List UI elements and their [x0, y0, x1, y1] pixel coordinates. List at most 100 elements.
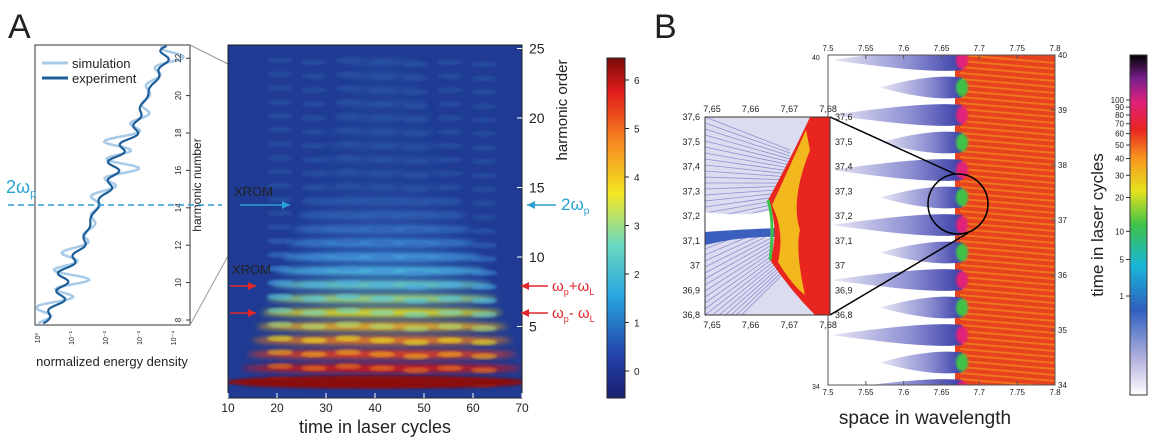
edge-spot — [956, 106, 968, 124]
annotation-part: +ω — [569, 278, 590, 295]
harmonic-blob — [437, 254, 463, 260]
inset-stripe — [705, 158, 791, 172]
harmonic-blob — [267, 154, 293, 161]
harmonic-blob — [335, 252, 361, 258]
arrow-head — [248, 282, 256, 290]
inset-stripe — [735, 263, 791, 315]
harmonic-blob — [471, 61, 497, 68]
axis-label: harmonic number — [190, 138, 204, 231]
harmonic-blob — [437, 115, 463, 121]
plasma-lobe — [832, 324, 962, 346]
field-stripe — [959, 210, 1055, 220]
harmonic-blob — [301, 309, 327, 316]
field-stripe — [959, 150, 1055, 160]
plasma-lobe — [832, 55, 962, 71]
y-tick-label: 20 — [529, 110, 545, 126]
harmonic-blob — [267, 71, 293, 78]
colorbar-tick-label: 4 — [634, 173, 640, 184]
harmonic-blob — [369, 365, 395, 372]
annotation-part: L — [590, 314, 595, 324]
marker-label: 2ωp — [6, 177, 36, 200]
y-tick-label: 37,6 — [835, 112, 853, 122]
harmonic-blob — [403, 228, 429, 235]
field-stripe — [959, 168, 1055, 178]
harmonic-blob — [369, 323, 395, 330]
harmonic-blob — [335, 335, 361, 342]
axis-label: space in wavelength — [839, 408, 1011, 429]
harmonic-blob — [301, 281, 327, 288]
harmonic-blob — [471, 353, 497, 360]
edge-spot — [957, 381, 967, 385]
colorbar-tick-label: 80 — [1115, 111, 1124, 120]
harmonic-blob — [335, 279, 361, 286]
colorbar-tick-label: 5 — [1120, 256, 1125, 265]
spectrum-curve — [42, 45, 170, 325]
y-tick-label: 39 — [1058, 106, 1067, 115]
colorbar-tick-label: 100 — [1111, 96, 1125, 105]
colorbar-tick-label: 3 — [634, 222, 640, 233]
harmonic-blob — [437, 128, 463, 135]
harmonic-blob — [335, 168, 361, 175]
harmonic-blob — [437, 212, 463, 219]
harmonic-blob — [403, 256, 429, 262]
harmonic-blob — [471, 325, 497, 332]
harmonic-blob — [301, 142, 327, 149]
harmonic-blob — [369, 101, 395, 108]
colorbar-tick-label: 40 — [1115, 155, 1124, 164]
marker-label-part: p — [30, 188, 36, 200]
harmonic-blob — [471, 117, 497, 123]
harmonic-blob — [369, 184, 395, 191]
heatmap — [228, 57, 522, 389]
harmonic-blob — [471, 242, 497, 249]
harmonic-blob — [471, 186, 497, 193]
harmonic-blob — [437, 87, 463, 94]
x-tick-label: 7,65 — [703, 104, 721, 114]
colorbar-tick-label: 2 — [634, 270, 640, 281]
harmonic-blob — [267, 113, 293, 119]
harmonic-blob — [437, 309, 463, 316]
harmonic-blob — [369, 212, 395, 219]
field-stripe — [959, 258, 1055, 268]
harmonic-blob — [267, 224, 293, 231]
field-stripe — [959, 114, 1055, 124]
colorbar-tick-label: 50 — [1115, 141, 1124, 150]
harmonic-blob — [437, 170, 463, 177]
harmonic-blob — [267, 252, 293, 258]
harmonic-blob — [267, 293, 293, 300]
inset-stripe — [705, 170, 791, 178]
harmonic-blob — [267, 307, 293, 314]
field-stripe — [959, 180, 1055, 190]
y-tick-label: 15 — [529, 180, 545, 196]
harmonic-blob — [267, 140, 293, 147]
harmonic-blob — [301, 212, 327, 219]
field-stripe — [959, 330, 1055, 340]
connector — [189, 255, 229, 326]
inset-stripe — [705, 128, 791, 157]
harmonic-blob — [267, 321, 293, 328]
x-tick-label: 7.5 — [822, 388, 834, 397]
harmonic-blob — [437, 281, 463, 288]
colorbar-tick-label: 0 — [634, 367, 640, 378]
colorbar-tick-label: 1 — [1120, 292, 1125, 301]
x-tick-label: 7,67 — [781, 104, 799, 114]
edge-spot — [956, 326, 968, 344]
field-stripe — [959, 288, 1055, 298]
field-stripe — [959, 342, 1055, 352]
field-stripe — [959, 324, 1055, 334]
zoom-line — [829, 116, 956, 175]
edge-spot — [956, 161, 968, 179]
inset-stripe — [705, 117, 791, 151]
x-tick-label: 60 — [466, 401, 480, 415]
field-stripe — [959, 348, 1055, 358]
harmonic-blob — [335, 224, 361, 231]
field-stripe — [959, 186, 1055, 196]
annotation-part: 2ω — [561, 195, 584, 214]
harmonic-blob — [301, 115, 327, 121]
x-tick-label: 10⁻¹ — [69, 330, 76, 344]
field-stripe — [959, 276, 1055, 286]
annotation: ωp- ωL — [552, 305, 595, 324]
field-stripe — [959, 144, 1055, 154]
y-tick-label: 36,9 — [835, 285, 853, 295]
field-stripe — [959, 270, 1055, 280]
harmonic-blob — [471, 200, 497, 207]
